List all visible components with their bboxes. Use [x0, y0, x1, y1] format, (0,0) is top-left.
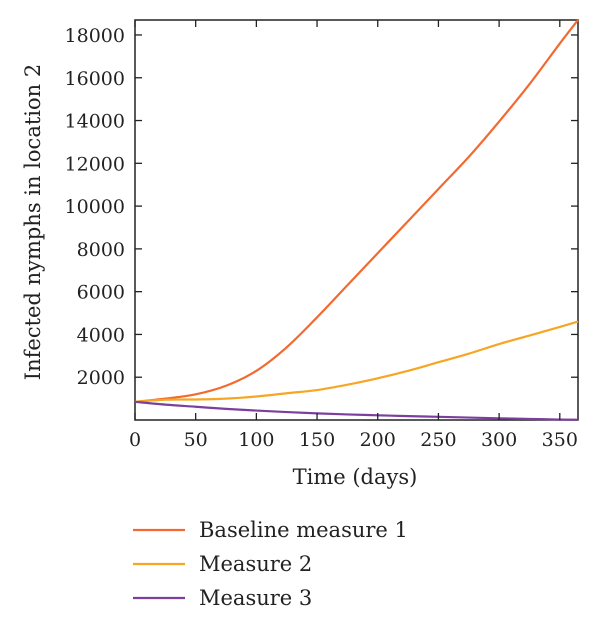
y-axis-title: Infected nymphs in location 2 — [21, 64, 45, 380]
y-axis-ticks: 2000 4000 6000 8000 10000 12000 14000 16000 1800… — [65, 25, 578, 389]
y-tick-label: 6000 — [77, 282, 125, 304]
x-tick-label: 350 — [542, 429, 578, 451]
plot-frame — [134, 19, 579, 421]
x-tick-label: 0 — [129, 429, 141, 451]
x-axis-ticks: 0 50 100 150 200 250 300 350 — [129, 20, 578, 451]
series-line-2 — [134, 320, 579, 403]
plot-border — [134, 19, 579, 421]
y-tick-label: 12000 — [65, 153, 125, 175]
y-tick-label: 10000 — [65, 196, 125, 218]
legend-label-2: Measure 2 — [199, 552, 312, 576]
y-tick-label: 16000 — [65, 68, 125, 90]
y-tick-label: 2000 — [77, 367, 125, 389]
x-tick-label: 300 — [481, 429, 517, 451]
x-tick-label: 150 — [299, 429, 335, 451]
y-tick-label: 18000 — [65, 25, 125, 47]
x-tick-label: 200 — [360, 429, 396, 451]
series-line-1 — [134, 19, 579, 403]
y-tick-label: 4000 — [77, 324, 125, 346]
y-tick-label: 14000 — [65, 111, 125, 133]
x-tick-label: 100 — [238, 429, 274, 451]
legend-label-3: Measure 3 — [199, 586, 312, 610]
series-layer — [134, 19, 579, 421]
x-axis-title: Time (days) — [293, 465, 418, 489]
series-line-3 — [134, 400, 579, 421]
legend: Baseline measure 1 Measure 2 Measure 3 — [133, 518, 408, 610]
y-tick-label: 8000 — [77, 239, 125, 261]
x-tick-label: 250 — [420, 429, 456, 451]
x-tick-label: 50 — [184, 429, 208, 451]
legend-label-1: Baseline measure 1 — [199, 518, 408, 542]
